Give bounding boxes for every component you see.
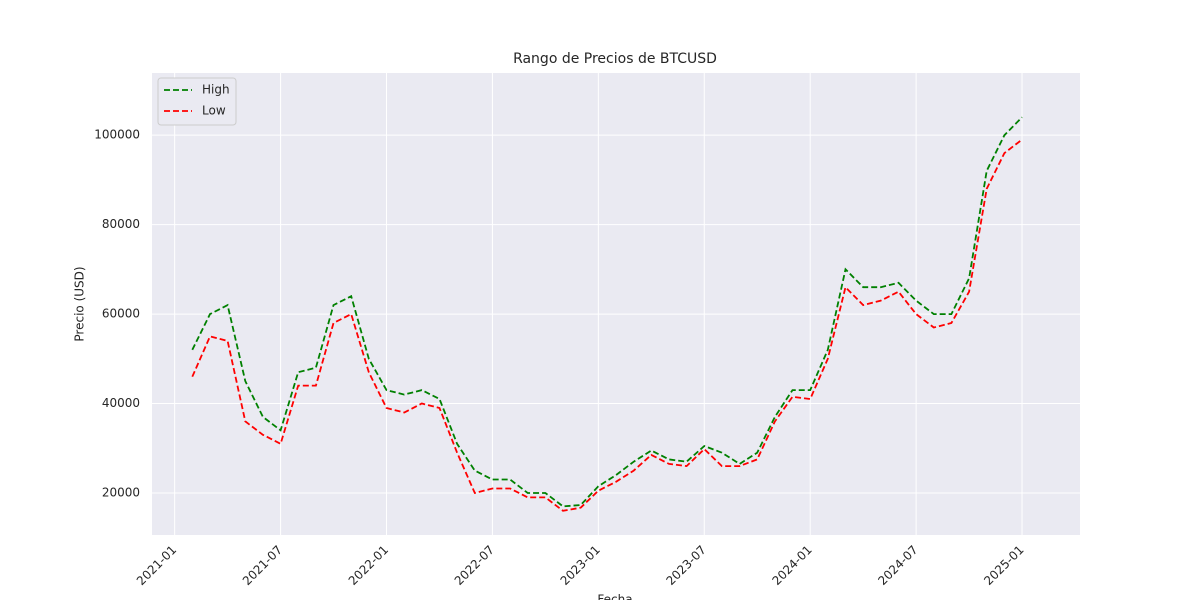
x-tick-label: 2023-07 xyxy=(664,543,709,588)
x-tick-label: 2021-07 xyxy=(240,543,285,588)
x-tick-label: 2024-07 xyxy=(875,543,920,588)
legend: High Low xyxy=(157,77,237,126)
data-line xyxy=(191,138,1023,512)
y-axis-label: Precio (USD) xyxy=(73,266,87,341)
legend-label: High xyxy=(202,83,230,97)
x-tick-label: 2025-01 xyxy=(981,543,1026,588)
y-tick-label: 60000 xyxy=(102,307,140,321)
data-line xyxy=(191,116,1023,508)
y-tick-label: 40000 xyxy=(102,396,140,410)
x-tick-label: 2023-01 xyxy=(558,543,603,588)
x-tick-label: 2022-01 xyxy=(346,543,391,588)
grid xyxy=(152,73,1080,535)
x-tick-label: 2021-01 xyxy=(134,543,179,588)
x-axis-label: Fecha xyxy=(597,593,632,601)
x-tick-label: 2024-01 xyxy=(769,543,814,588)
x-tick-label: 2022-07 xyxy=(452,543,497,588)
chart-title: Rango de Precios de BTCUSD xyxy=(513,51,717,67)
plot-area xyxy=(152,73,1080,535)
lines xyxy=(191,116,1023,512)
y-tick-label: 80000 xyxy=(102,217,140,231)
y-tick-label: 20000 xyxy=(102,485,140,499)
legend-label: Low xyxy=(202,104,226,118)
y-tick-label: 100000 xyxy=(94,128,140,142)
